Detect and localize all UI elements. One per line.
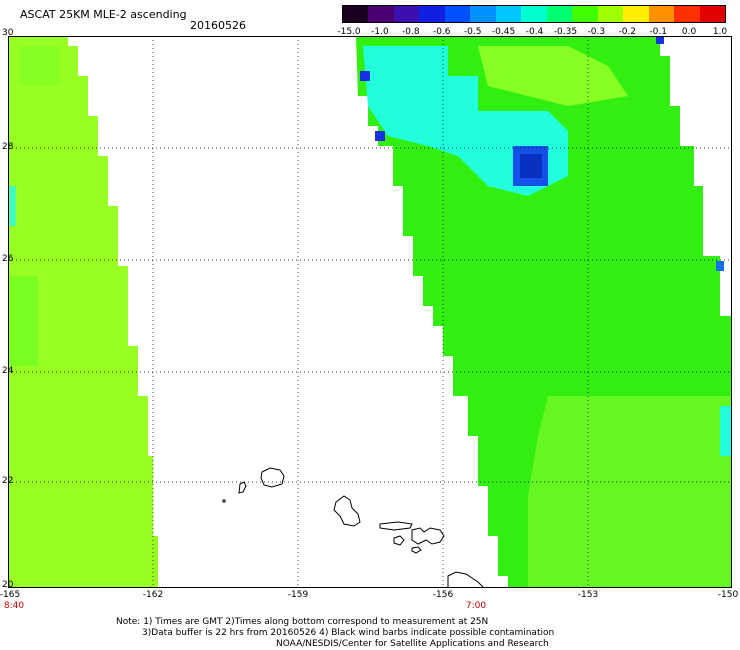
lat-label-26: 26 — [2, 254, 14, 264]
color-swatch-12 — [648, 6, 675, 22]
product-title: ASCAT 25KM MLE-2 ascending — [20, 8, 187, 21]
color-swatch-11 — [623, 6, 649, 22]
color-swatch-4 — [444, 6, 471, 22]
islet — [222, 499, 226, 503]
color-scale-label: -0.2 — [618, 27, 637, 37]
color-scale-label: -0.4 — [525, 27, 544, 37]
color-scale-label: -15.0 — [337, 27, 361, 37]
color-swatch-0 — [343, 6, 369, 22]
color-swatch-2 — [393, 6, 420, 22]
pass-time-right: 7:00 — [465, 601, 487, 611]
left-swath-area — [8, 36, 158, 588]
color-scale-label: -0.5 — [463, 27, 482, 37]
maui-island — [411, 527, 445, 545]
molokai-island — [379, 521, 413, 531]
edge-pixel-3 — [656, 36, 664, 44]
color-swatch-1 — [368, 6, 394, 22]
oahu-island — [333, 495, 361, 527]
lat-label-20: 20 — [2, 580, 14, 590]
color-swatch-14 — [699, 6, 726, 22]
grid — [8, 36, 732, 588]
note-line-1: Note: 1) Times are GMT 2)Times along bot… — [116, 617, 489, 627]
left-swath-shade — [20, 46, 60, 86]
lanai-island — [393, 535, 405, 546]
note-line-2: 3)Data buffer is 22 hrs from 20160526 4)… — [142, 628, 555, 638]
kahoolawe-island — [411, 546, 422, 554]
product-date: 20160526 — [190, 19, 246, 32]
big-island — [447, 571, 485, 588]
lon-label-156: -156 — [432, 590, 454, 600]
lon-label-150: -150 — [717, 590, 739, 600]
color-scale-label: -0.35 — [553, 27, 578, 37]
left-swath-cyan-patch — [8, 186, 16, 226]
lat-label-28: 28 — [2, 142, 14, 152]
color-scale-label: -0.3 — [587, 27, 606, 37]
color-swatch-5 — [470, 6, 496, 22]
color-swatch-9 — [572, 6, 598, 22]
color-scale-label: 0.0 — [681, 27, 697, 37]
left-swath-shade-2 — [8, 276, 38, 366]
map-panel[interactable] — [8, 36, 732, 588]
right-swath-yellowgreen-area-2 — [528, 396, 732, 588]
color-scale-label: -1.0 — [371, 27, 389, 37]
map-frame — [8, 36, 732, 588]
color-scale-bar — [342, 5, 726, 23]
color-swatch-8 — [546, 6, 573, 22]
right-edge-cyan — [720, 406, 732, 456]
hawaii-coastline — [222, 467, 485, 588]
edge-pixel-4 — [716, 261, 724, 271]
edge-pixel-1 — [360, 71, 370, 81]
color-swatch-6 — [495, 6, 522, 22]
color-swatch-3 — [419, 6, 445, 22]
right-swath — [356, 36, 732, 588]
lon-label-165: -165 — [0, 590, 21, 600]
lat-label-22: 22 — [2, 476, 14, 486]
lon-label-153: -153 — [577, 590, 599, 600]
left-swath — [8, 36, 158, 588]
edge-pixel-2 — [375, 131, 385, 141]
color-scale-label: -0.1 — [649, 27, 667, 37]
right-swath-yellowgreen-area — [478, 46, 628, 106]
kauai-island — [260, 467, 285, 488]
color-scale-label: -0.8 — [402, 27, 420, 37]
low-value-core-inner — [520, 154, 542, 178]
lat-label-24: 24 — [2, 366, 14, 376]
color-scale-label: 1.0 — [712, 27, 728, 37]
lon-label-159: -159 — [287, 590, 309, 600]
color-swatch-10 — [597, 6, 624, 22]
lat-label-30: 30 — [2, 28, 14, 38]
lon-label-162: -162 — [142, 590, 164, 600]
pass-time-left: 8:40 — [3, 601, 25, 611]
color-scale-label: -0.6 — [432, 27, 451, 37]
color-scale-label: -0.45 — [491, 27, 516, 37]
niihau-island — [238, 481, 247, 494]
color-swatch-13 — [674, 6, 700, 22]
color-swatch-7 — [521, 6, 547, 22]
credit-line: NOAA/NESDIS/Center for Satellite Applica… — [276, 639, 549, 649]
